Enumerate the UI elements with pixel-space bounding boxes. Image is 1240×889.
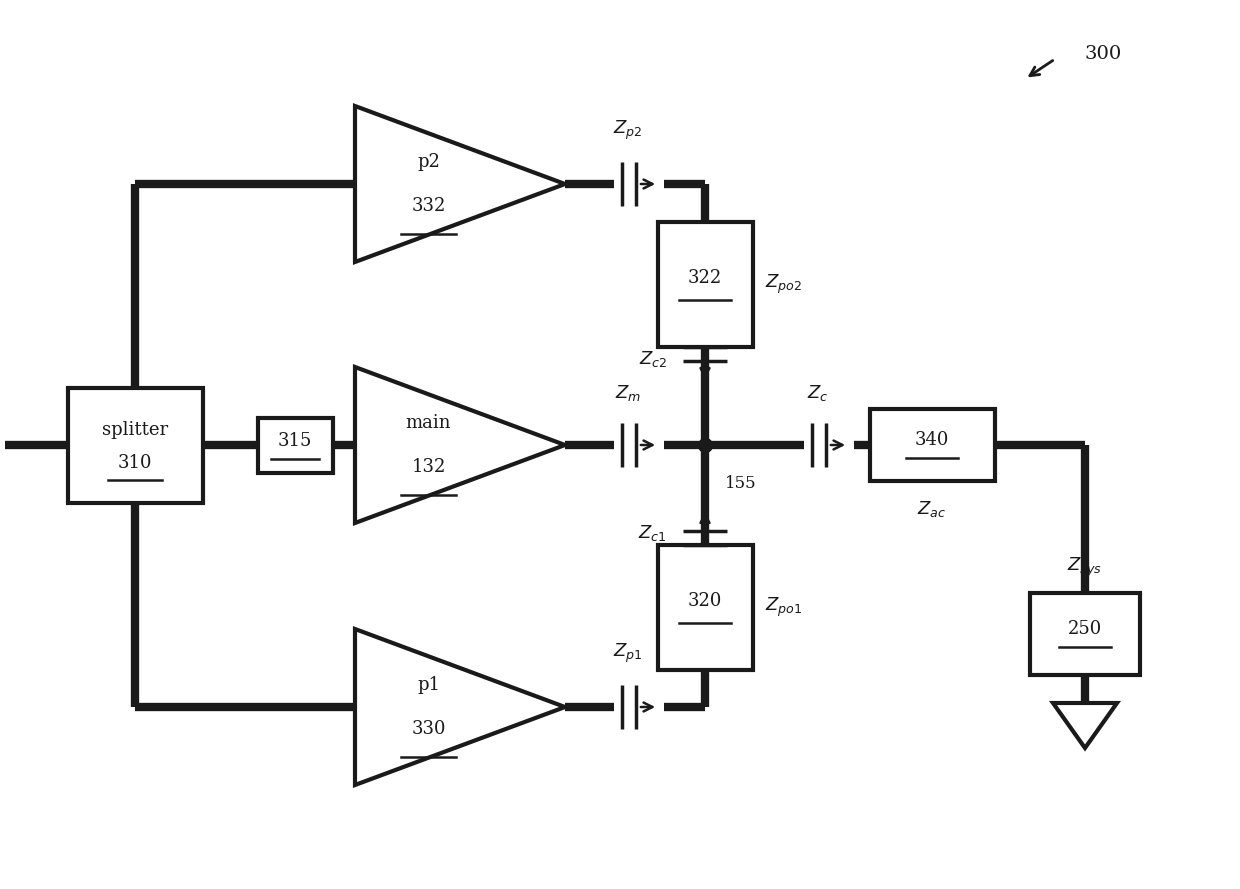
Polygon shape [355,367,565,523]
Text: $Z_{po1}$: $Z_{po1}$ [765,596,802,619]
Text: main: main [405,414,451,432]
Text: 330: 330 [412,720,445,738]
Text: 155: 155 [725,475,756,492]
Text: 322: 322 [688,269,722,287]
Text: 315: 315 [278,432,312,450]
Text: 332: 332 [412,196,445,215]
Text: splitter: splitter [102,421,169,439]
Text: $Z_{p1}$: $Z_{p1}$ [614,642,642,665]
Text: $Z_{po2}$: $Z_{po2}$ [765,272,802,296]
Text: $Z_m$: $Z_m$ [615,383,641,403]
Text: 300: 300 [1085,45,1122,63]
Bar [1030,593,1140,675]
Text: $Z_c$: $Z_c$ [807,383,828,403]
Polygon shape [355,106,565,262]
Text: p1: p1 [417,677,440,694]
Text: $Z_{c1}$: $Z_{c1}$ [639,523,667,542]
Bar [67,388,202,502]
Text: 132: 132 [412,458,445,476]
Bar [869,409,994,481]
Text: 320: 320 [688,592,722,610]
Text: $Z_{sys}$: $Z_{sys}$ [1068,556,1102,579]
Bar [657,544,753,669]
Text: p2: p2 [417,153,440,172]
Polygon shape [355,629,565,785]
Bar [258,418,332,472]
Polygon shape [1053,703,1117,748]
Bar [657,221,753,347]
Text: 250: 250 [1068,620,1102,638]
Text: $Z_{c2}$: $Z_{c2}$ [639,348,667,369]
Text: 340: 340 [915,431,949,449]
Text: $Z_{p2}$: $Z_{p2}$ [614,119,642,142]
Text: $Z_{ac}$: $Z_{ac}$ [918,499,946,519]
Text: 310: 310 [118,454,153,472]
